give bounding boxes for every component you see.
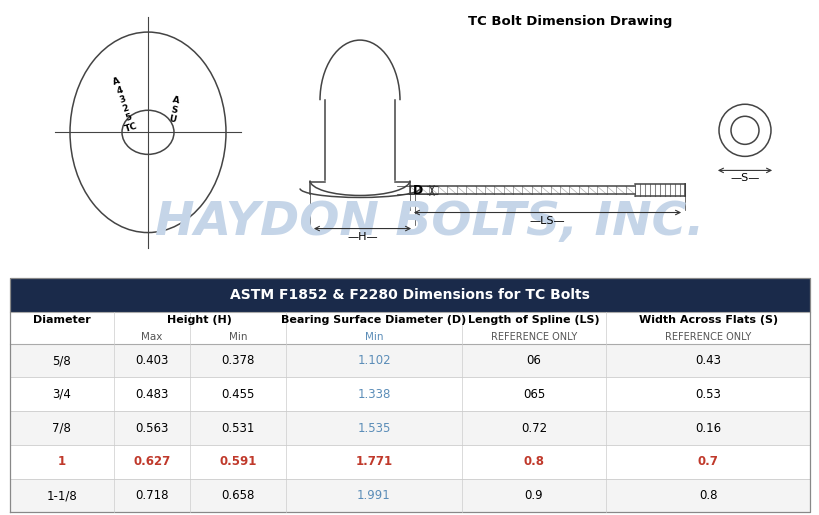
Text: 0.16: 0.16 — [695, 422, 720, 435]
Text: ASTM F1852 & F2280 Dimensions for TC Bolts: ASTM F1852 & F2280 Dimensions for TC Bol… — [230, 288, 589, 302]
Text: Diameter: Diameter — [33, 315, 91, 325]
Text: 0.563: 0.563 — [135, 422, 169, 435]
Text: 0.591: 0.591 — [219, 455, 256, 468]
FancyBboxPatch shape — [10, 411, 809, 445]
Text: —H—: —H— — [346, 232, 378, 242]
FancyBboxPatch shape — [10, 377, 809, 411]
Text: 0.8: 0.8 — [523, 455, 544, 468]
Text: 0.43: 0.43 — [695, 354, 720, 367]
Text: 7/8: 7/8 — [52, 422, 71, 435]
Text: Max: Max — [141, 332, 162, 342]
Text: A
4
3
2
5
TC: A 4 3 2 5 TC — [109, 75, 139, 133]
Text: —S—: —S— — [730, 174, 758, 183]
Text: HAYDON BOLTS, INC.: HAYDON BOLTS, INC. — [155, 200, 704, 245]
Text: 1.991: 1.991 — [357, 489, 391, 502]
Text: 0.7: 0.7 — [697, 455, 717, 468]
Text: 1.771: 1.771 — [355, 455, 392, 468]
Text: Width Across Flats (S): Width Across Flats (S) — [638, 315, 776, 325]
Text: REFERENCE ONLY: REFERENCE ONLY — [491, 332, 577, 342]
Text: 0.627: 0.627 — [133, 455, 170, 468]
Text: Bearing Surface Diameter (D): Bearing Surface Diameter (D) — [281, 315, 466, 325]
Text: 0.378: 0.378 — [221, 354, 255, 367]
Text: TC Bolt Dimension Drawing: TC Bolt Dimension Drawing — [468, 15, 672, 28]
Text: 0.658: 0.658 — [221, 489, 255, 502]
Text: 0.53: 0.53 — [695, 388, 720, 401]
Text: Height (H): Height (H) — [167, 315, 232, 325]
Text: 0.455: 0.455 — [221, 388, 255, 401]
Text: 5/8: 5/8 — [52, 354, 71, 367]
Text: REFERENCE ONLY: REFERENCE ONLY — [664, 332, 750, 342]
Text: 0.718: 0.718 — [135, 489, 169, 502]
Text: 065: 065 — [523, 388, 545, 401]
Text: 1.102: 1.102 — [357, 354, 391, 367]
Text: —LS—: —LS— — [529, 215, 564, 226]
Text: 1.535: 1.535 — [357, 422, 390, 435]
Text: 0.8: 0.8 — [698, 489, 717, 502]
FancyBboxPatch shape — [10, 344, 809, 377]
FancyBboxPatch shape — [10, 445, 809, 478]
Text: 0.9: 0.9 — [524, 489, 543, 502]
Text: D: D — [412, 184, 423, 197]
Text: 1: 1 — [57, 455, 66, 468]
FancyBboxPatch shape — [10, 478, 809, 512]
Text: Length of Spline (LS): Length of Spline (LS) — [468, 315, 600, 325]
Text: 0.403: 0.403 — [135, 354, 169, 367]
Text: 1.338: 1.338 — [357, 388, 390, 401]
FancyBboxPatch shape — [10, 278, 809, 312]
Text: 0.72: 0.72 — [520, 422, 546, 435]
Text: 06: 06 — [526, 354, 541, 367]
Text: Min: Min — [364, 332, 382, 342]
Text: 0.531: 0.531 — [221, 422, 255, 435]
Text: A
S
U: A S U — [167, 96, 180, 125]
Text: 0.483: 0.483 — [135, 388, 169, 401]
Text: 3/4: 3/4 — [52, 388, 71, 401]
Text: Min: Min — [229, 332, 247, 342]
FancyBboxPatch shape — [10, 312, 809, 344]
Text: 1-1/8: 1-1/8 — [47, 489, 77, 502]
